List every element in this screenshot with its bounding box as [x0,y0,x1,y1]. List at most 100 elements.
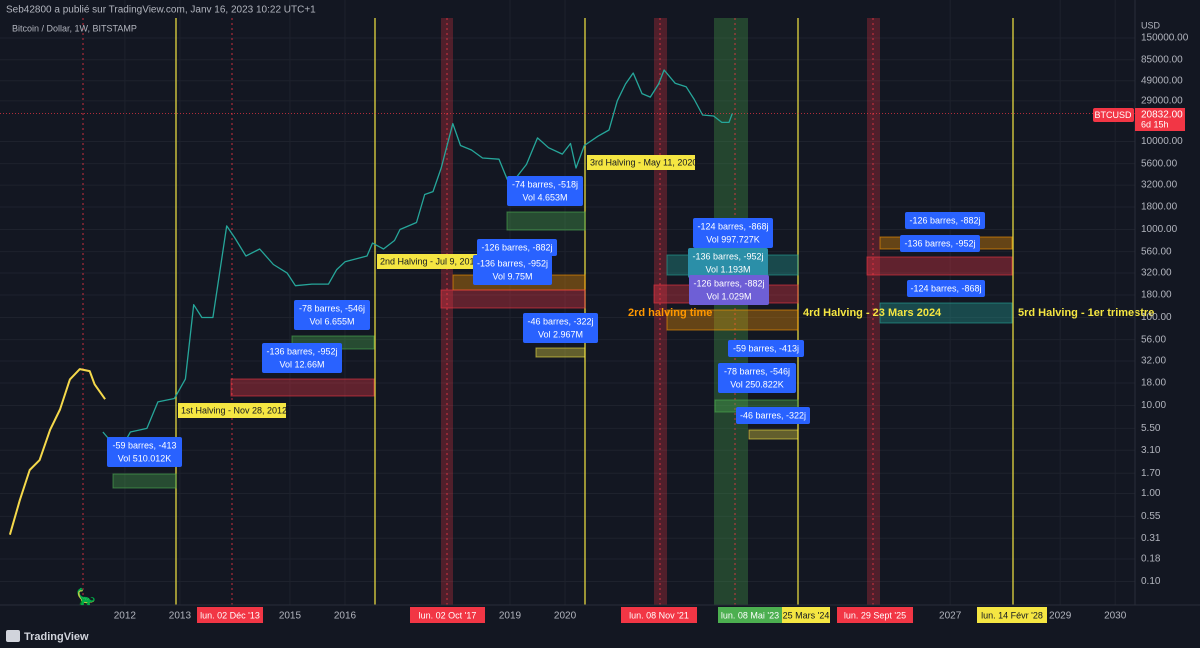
logo [6,630,20,642]
y-tick-label: 0.10 [1141,576,1161,587]
x-tick-label: 2027 [939,611,962,622]
annotation-text: -136 barres, -952j [477,258,548,268]
footer: TradingView [24,631,89,643]
annotation-box [900,235,980,252]
annotation-box [523,313,598,343]
range-box [230,378,375,397]
annotation-text: Vol 1.193M [705,264,750,274]
annotation-text: -126 barres, -882j [909,215,980,225]
y-tick-label: 150000.00 [1141,33,1189,44]
halving-label: 3rd Halving - May 11, 2020 [590,157,697,167]
annotation-text: -136 barres, -952j [904,238,975,248]
annotation-text: -78 barres, -546j [299,303,365,313]
range-box [440,289,586,309]
axis-layer: 150000.00 85000.00 49000.00 29000.00 10000.0… [114,33,1189,623]
annotation-text: Vol 9.75M [492,271,532,281]
cycle-band [867,18,880,605]
y-tick-label: 100.00 [1141,312,1172,323]
date-badge-label: 25 Mars '24 [783,610,830,620]
annotation-text: Vol 4.653M [522,192,567,202]
annotation-text: -126 barres, -882j [481,242,552,252]
y-tick-label: 56.00 [1141,334,1166,345]
halving-label: 1st Halving - Nov 28, 2012 [181,405,287,415]
x-tick-label: 2016 [334,611,357,622]
x-tick-label: 2029 [1049,611,1072,622]
y-tick-label: 0.55 [1141,511,1161,522]
annotation-text: -124 barres, -868j [910,283,981,293]
halving-label-bg [587,155,695,170]
x-tick-label: 2013 [169,611,192,622]
x-tick-label: 2012 [114,611,137,622]
annotation-text: -74 barres, -518j [512,179,578,189]
date-badge-label: lun. 08 Mai '23 [721,610,779,620]
y-tick-label: 5600.00 [1141,158,1178,169]
date-badge [718,607,782,623]
y-tick-label: 32.00 [1141,356,1166,367]
range-box [506,211,586,231]
date-badge-label: lun. 14 Févr '28 [981,610,1043,620]
y-tick-label: 10000.00 [1141,136,1183,147]
annotation-box [693,218,773,248]
y-tick-label: 5.50 [1141,423,1161,434]
annotation-text: Vol 250.822K [730,379,784,389]
annotation-text: Vol 12.66M [279,359,324,369]
date-badge [410,607,485,623]
date-badge-label: lun. 02 Déc '13 [200,610,260,620]
y-tick-label: 0.18 [1141,554,1161,565]
annotation-box [905,212,985,229]
date-badge [621,607,697,623]
annotation-box [689,275,769,305]
x-tick-label: 2030 [1104,611,1127,622]
annotation-box [107,437,182,467]
annotation-text: -78 barres, -546j [724,366,790,376]
range-box [879,302,1013,324]
annotation-text: Vol 6.655M [309,316,354,326]
price-badge [1135,108,1185,131]
chart-title: Bitcoin / Dollar, 1W, BITSTAMP [12,23,137,33]
annotation-box [473,255,552,285]
range-box [748,429,799,440]
date-badge [837,607,913,623]
note: 5rd Halving - 1er trimestre [1018,307,1154,319]
date-badge-label: lun. 08 Nov '21 [629,610,689,620]
annotation-text: -124 barres, -868j [697,221,768,231]
symbol: BTCUSD [1094,110,1132,120]
range-box [535,347,586,358]
countdown: 6d 15h [1141,119,1169,129]
annotation-text: Vol 2.967M [538,329,583,339]
halving-label-bg [178,403,286,418]
annotation-box [294,300,370,330]
annotation-text: -136 barres, -952j [266,346,337,356]
main-layer: 1st Halving - Nov 28, 2012 2nd Halving - … [0,69,1154,535]
annotation-box [736,407,810,424]
y-tick-label: 1000.00 [1141,224,1178,235]
halving-label: 2nd Halving - Jul 9, 2016 [380,256,480,266]
range-box [866,256,1013,276]
y-tick-label: 180.00 [1141,290,1172,301]
y-tick-label: 49000.00 [1141,75,1183,86]
y-tick-label: 560.00 [1141,246,1172,257]
y-tick-label: 3.10 [1141,445,1161,456]
date-badge [197,607,263,623]
annotation-text: Vol 997.727K [706,234,760,244]
note: 4rd Halving - 23 Mars 2024 [803,307,942,319]
range-box [666,309,799,331]
annotation-box [718,363,796,393]
annotation-text: -46 barres, -322j [527,316,593,326]
y-tick-label: 18.00 [1141,378,1166,389]
annotation-box [477,239,557,256]
x-tick-label: 2015 [279,611,302,622]
date-badge-label: lun. 02 Oct '17 [419,610,477,620]
annotation-box [262,343,342,373]
currency: USD [1141,20,1161,30]
x-tick-label: 2020 [554,611,577,622]
symbol-badge [1093,108,1134,122]
annotation-text: -46 barres, -322j [740,410,806,420]
range-box [112,473,177,489]
dino-icon: 🦕 [76,587,96,606]
price-line [102,69,733,453]
annotation-text: Vol 1.029M [706,291,751,301]
y-tick-label: 1.00 [1141,488,1161,499]
